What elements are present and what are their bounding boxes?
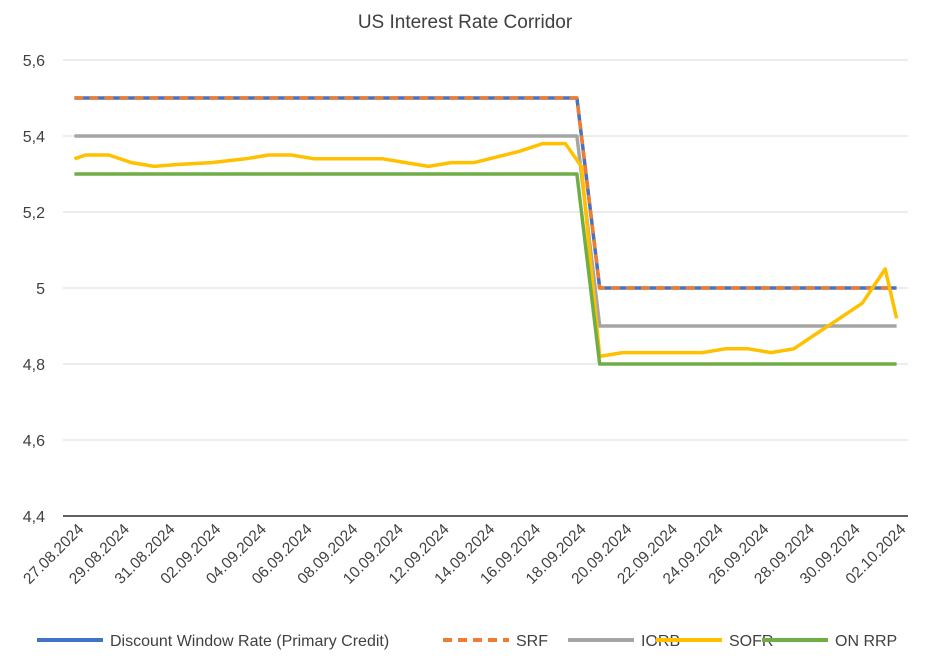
y-tick-label: 5 (36, 281, 45, 298)
y-axis-ticks: 4,4 4,6 4,8 5 5,2 5,4 5,6 (23, 53, 45, 526)
series-lines (73, 96, 899, 366)
y-tick-label: 4,4 (23, 509, 45, 526)
y-tick-label: 5,4 (23, 129, 45, 146)
y-tick-label: 4,8 (23, 357, 45, 374)
legend-label-on-rrp: ON RRP (835, 633, 897, 650)
series-line-sofr (73, 141, 899, 359)
series-line-srf (74, 96, 897, 290)
y-tick-label: 5,2 (23, 205, 45, 222)
series-line-on-rrp (74, 172, 897, 366)
chart-title: US Interest Rate Corridor (358, 12, 573, 33)
legend-label-srf: SRF (516, 633, 548, 650)
y-tick-label: 5,6 (23, 53, 45, 70)
legend-label-sofr: SOFR (729, 633, 773, 650)
legend-label-discount-window-rate-primary-credit: Discount Window Rate (Primary Credit) (110, 633, 389, 650)
y-tick-label: 4,6 (23, 433, 45, 450)
legend: Discount Window Rate (Primary Credit) SRF… (37, 633, 897, 650)
